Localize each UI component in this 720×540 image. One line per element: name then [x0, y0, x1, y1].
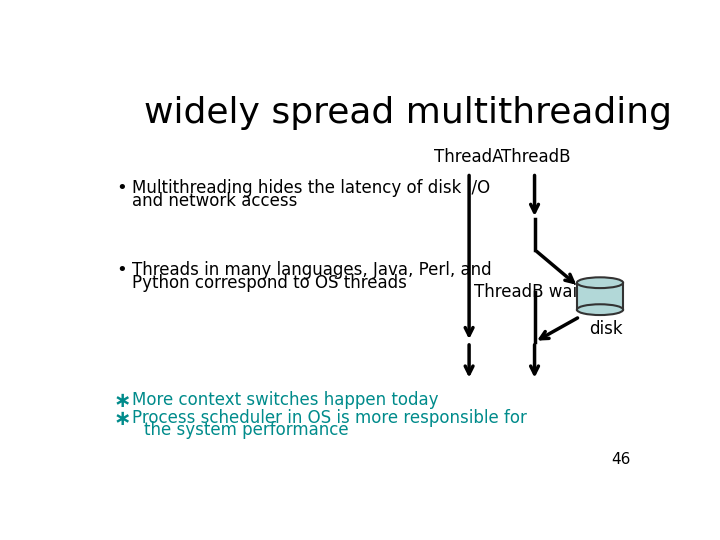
- Text: the system performance: the system performance: [144, 421, 348, 440]
- Ellipse shape: [577, 304, 623, 315]
- Text: ∗: ∗: [113, 392, 131, 411]
- Text: Process scheduler in OS is more responsible for: Process scheduler in OS is more responsi…: [132, 409, 527, 427]
- Text: disk: disk: [590, 320, 623, 338]
- Text: More context switches happen today: More context switches happen today: [132, 392, 438, 409]
- Text: ThreadA: ThreadA: [434, 148, 504, 166]
- Text: ThreadB waits: ThreadB waits: [474, 283, 592, 301]
- Text: ThreadB: ThreadB: [501, 148, 571, 166]
- Text: and network access: and network access: [132, 192, 297, 210]
- Text: widely spread multithreading: widely spread multithreading: [144, 96, 672, 130]
- Bar: [577, 283, 623, 309]
- Text: ∗: ∗: [113, 409, 131, 429]
- Text: •: •: [117, 179, 127, 197]
- Text: Threads in many languages, Java, Perl, and: Threads in many languages, Java, Perl, a…: [132, 261, 492, 279]
- Text: Multithreading hides the latency of disk I/O: Multithreading hides the latency of disk…: [132, 179, 490, 197]
- Ellipse shape: [577, 278, 623, 288]
- Text: Python correspond to OS threads: Python correspond to OS threads: [132, 274, 407, 292]
- Text: •: •: [117, 261, 127, 279]
- Text: 46: 46: [611, 452, 631, 467]
